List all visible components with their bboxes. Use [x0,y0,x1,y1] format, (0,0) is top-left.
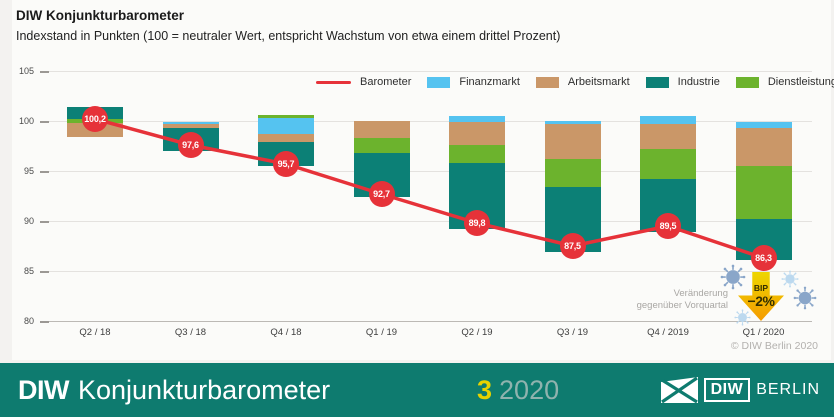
barometer-point: 97,6 [177,132,204,158]
y-axis-label: 85 [23,266,34,276]
legend-swatch [535,76,559,88]
barometer-point: 86,3 [750,245,777,271]
barometer-point: 95,7 [273,151,299,177]
barometer-point: 89,5 [655,213,681,239]
logo-diw-box: DIW [703,378,751,402]
barometer-point: 87,5 [559,233,586,259]
arrow-value-label: −2% [747,293,775,309]
legend-swatch [427,76,451,88]
x-axis-label: Q2 / 19 [461,327,493,338]
barometer-point-label: 92,7 [373,189,390,199]
y-tick-mark [40,120,49,123]
y-axis-label: 90 [23,216,34,226]
bar-segment-arbeitsmarkt [258,134,314,142]
issue-year: 2020 [499,374,560,405]
bar-segment-arbeitsmarkt [640,124,696,149]
virus-icon [734,309,751,326]
legend-swatch [735,76,759,88]
x-axis-label: Q1 / 19 [365,327,398,338]
x-axis-label: Q3 / 18 [174,327,207,338]
barometer-point-label: 89,5 [659,221,677,231]
footer-banner: DIW Konjunkturbarometer 3 2020 DIW BERLI… [0,363,834,417]
y-tick-mark [40,70,49,73]
diw-berlin-emblem-icon [660,377,698,403]
copyright-text: © DIW Berlin 2020 [730,340,818,352]
y-axis-label: 105 [18,66,34,76]
chart-legend: Barometer Finanzmarkt Arbeitsmarkt Industri… [316,75,834,89]
quarter-change-note: Veränderung gegenüber Vorquartal [588,288,728,311]
legend-swatch [645,76,669,88]
bar-segment-dienstleistungen [640,149,696,179]
footer-brand: DIW Konjunkturbarometer [18,363,330,417]
y-axis-label: 80 [23,316,34,326]
issue-label: 3 2020 [477,363,559,417]
barometer-point-label: 95,7 [277,159,295,169]
bar-segment-dienstleistungen [544,159,601,187]
bar-segment-arbeitsmarkt [353,121,410,138]
grid-line [40,121,812,122]
note-line-1: Veränderung [673,288,728,299]
barometer-point: 89,8 [464,210,490,236]
y-axis-label: 100 [18,116,34,126]
legend-item-arbeitsmarkt: Arbeitsmarkt [535,76,630,88]
diw-berlin-logo: DIW BERLIN [660,363,820,417]
barometer-point-label: 87,5 [564,241,581,251]
y-axis-label: 95 [23,166,34,176]
bar-segment-finanzmarkt [258,117,314,134]
legend-label: Finanzmarkt [459,76,520,88]
grid-line [40,321,812,322]
legend-label: Arbeitsmarkt [567,76,630,88]
legend-item-finanzmarkt: Finanzmarkt [427,76,520,88]
note-line-2: gegenüber Vorquartal [636,299,728,311]
logo-diw-text: DIW [710,381,744,398]
legend-label: Industrie [677,76,720,88]
grid-line [40,71,812,72]
page-title: DIW Konjunkturbarometer [16,8,185,23]
logo-berlin-text: BERLIN [756,381,820,398]
x-axis-label: Q4 / 18 [270,327,302,338]
x-axis-label: Q2 / 18 [79,327,111,338]
bar-segment-dienstleistungen [353,138,410,153]
bar-segment-arbeitsmarkt [449,122,505,145]
bar-segment-arbeitsmarkt [544,124,601,159]
legend-label: Dienstleistungen [767,76,834,88]
legend-swatch [316,80,351,84]
y-tick-mark [40,320,49,323]
virus-icon [793,286,817,310]
barometer-point-label: 97,6 [182,140,199,150]
barometer-point: 92,7 [368,181,395,207]
y-tick-mark [40,170,49,173]
bar-segment-dienstleistungen [258,115,314,118]
barometer-point: 100,2 [82,106,108,132]
barometer-point-label: 89,8 [468,218,486,228]
bar-segment-finanzmarkt [640,116,696,124]
y-tick-mark [40,220,49,223]
issue-number: 3 [477,374,493,405]
footer-brand-rest: Konjunkturbarometer [77,374,331,405]
legend-label: Barometer [360,76,412,88]
chart-header: DIW Konjunkturbarometer Indexstand in Pu… [16,8,716,43]
bar-segment-dienstleistungen [735,166,792,219]
grid-line [40,221,812,222]
legend-item-dienstleistungen: Dienstleistungen [735,76,834,88]
legend-item-barometer: Barometer [316,76,411,88]
bar-segment-dienstleistungen [449,145,505,163]
x-axis-label: Q3 / 19 [556,327,589,338]
virus-icon [720,264,746,290]
x-axis-label: Q4 / 2019 [647,327,689,338]
barometer-point-label: 86,3 [755,253,772,263]
grid-line [40,271,812,272]
x-axis-label: Q1 / 2020 [742,327,785,338]
legend-item-industrie: Industrie [645,76,720,88]
y-tick-mark [40,270,49,273]
arrow-bip-label: BIP [753,283,769,293]
bar-segment-arbeitsmarkt [735,128,792,166]
footer-brand-bold: DIW [18,374,69,405]
grid-line [40,171,812,172]
barometer-point-label: 100,2 [84,114,106,124]
page-subtitle: Indexstand in Punkten (100 = neutraler W… [16,29,561,43]
